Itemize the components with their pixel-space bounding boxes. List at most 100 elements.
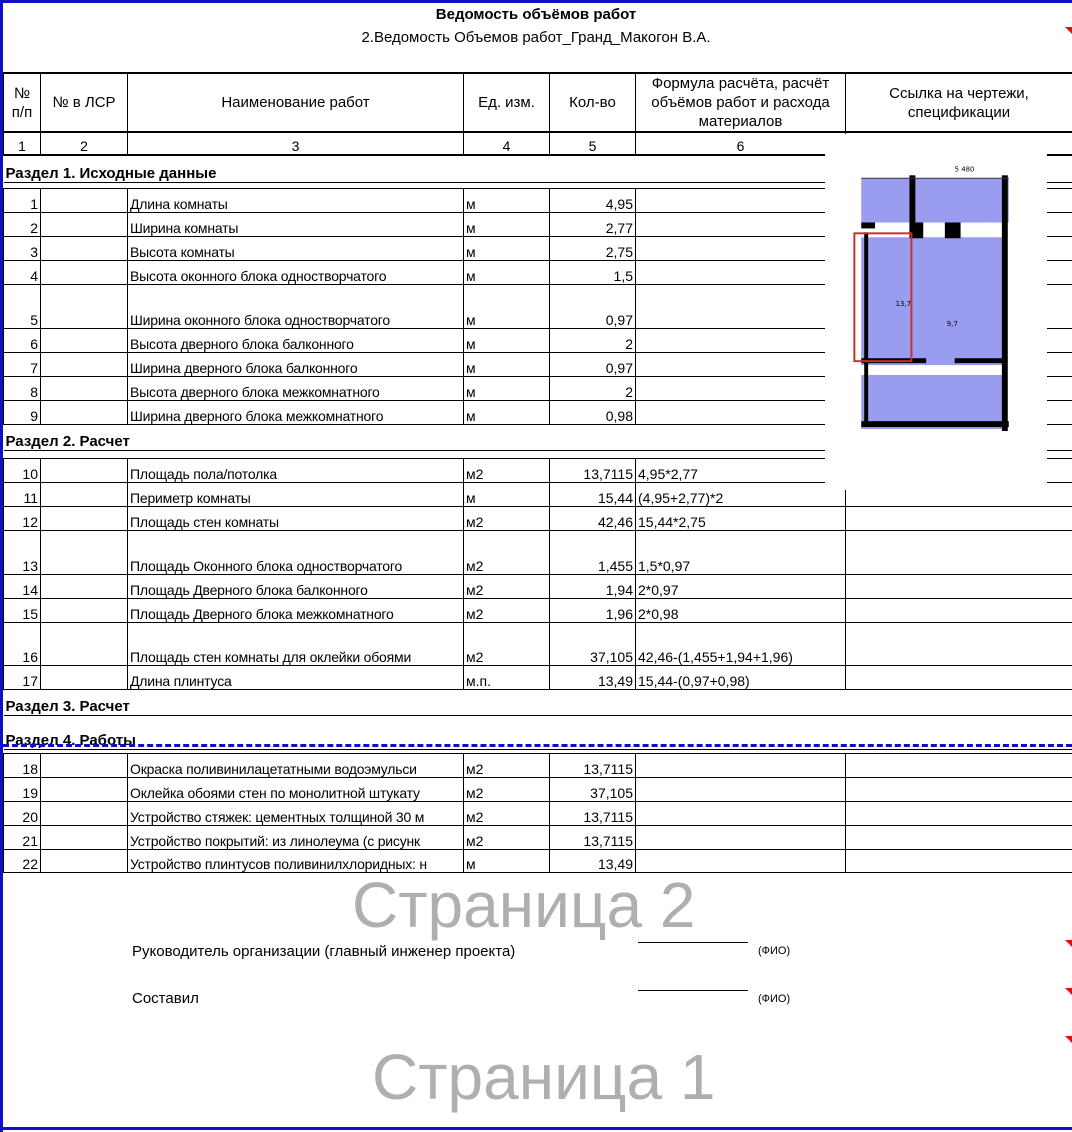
quantity[interactable]: 37,105 — [549, 776, 636, 802]
row-number[interactable]: 21 — [3, 824, 41, 850]
row-number[interactable]: 3 — [3, 235, 41, 261]
section-header[interactable]: Раздел 3. Расчет — [3, 688, 1072, 716]
column-number[interactable]: 2 — [40, 131, 128, 156]
comment-marker[interactable] — [1065, 27, 1072, 34]
formula[interactable] — [635, 235, 846, 261]
lsr-number[interactable] — [40, 351, 128, 377]
unit[interactable]: м2 — [463, 529, 550, 575]
column-header[interactable]: Ед. изм. — [463, 72, 550, 133]
work-name[interactable]: Ширина дверного блока балконного — [127, 351, 464, 377]
comment-marker[interactable] — [1065, 940, 1072, 947]
unit[interactable]: м — [463, 481, 550, 507]
page-break-line[interactable] — [3, 744, 1072, 747]
drawing-reference[interactable] — [845, 664, 1072, 690]
unit[interactable]: м2 — [463, 621, 550, 666]
formula[interactable] — [635, 351, 846, 377]
lsr-number[interactable] — [40, 505, 128, 531]
row-number[interactable]: 15 — [3, 597, 41, 623]
column-header[interactable]: Формула расчёта, расчёт объёмов работ и … — [635, 72, 846, 133]
formula[interactable] — [635, 187, 846, 213]
lsr-number[interactable] — [40, 235, 128, 261]
row-number[interactable]: 22 — [3, 848, 41, 873]
work-name[interactable]: Высота оконного блока одностворчатого — [127, 259, 464, 285]
quantity[interactable]: 1,455 — [549, 529, 636, 575]
drawing-reference[interactable] — [845, 529, 1072, 575]
row-number[interactable]: 7 — [3, 351, 41, 377]
column-header[interactable]: Кол-во — [549, 72, 636, 133]
work-name[interactable]: Площадь Дверного блока межкомнатного — [127, 597, 464, 623]
lsr-number[interactable] — [40, 529, 128, 575]
unit[interactable]: м2 — [463, 800, 550, 826]
work-name[interactable]: Периметр комнаты — [127, 481, 464, 507]
drawing-reference[interactable] — [845, 800, 1072, 826]
lsr-number[interactable] — [40, 211, 128, 237]
quantity[interactable]: 13,49 — [549, 848, 636, 873]
quantity[interactable]: 0,97 — [549, 283, 636, 329]
work-name[interactable]: Высота комнаты — [127, 235, 464, 261]
formula[interactable] — [635, 375, 846, 401]
quantity[interactable]: 13,7115 — [549, 800, 636, 826]
lsr-number[interactable] — [40, 187, 128, 213]
unit[interactable]: м — [463, 283, 550, 329]
row-number[interactable]: 11 — [3, 481, 41, 507]
unit[interactable]: м2 — [463, 752, 550, 778]
quantity[interactable]: 15,44 — [549, 481, 636, 507]
column-number[interactable]: 1 — [3, 131, 41, 156]
row-number[interactable]: 14 — [3, 573, 41, 599]
formula[interactable] — [635, 848, 846, 873]
row-number[interactable]: 16 — [3, 621, 41, 666]
row-number[interactable]: 13 — [3, 529, 41, 575]
unit[interactable]: м — [463, 259, 550, 285]
lsr-number[interactable] — [40, 776, 128, 802]
drawing-reference[interactable] — [845, 505, 1072, 531]
quantity[interactable]: 13,49 — [549, 664, 636, 690]
quantity[interactable]: 42,46 — [549, 505, 636, 531]
lsr-number[interactable] — [40, 481, 128, 507]
floor-plan-image[interactable]: 5 480 13,7 9,7 — [825, 134, 1047, 490]
unit[interactable]: м2 — [463, 597, 550, 623]
column-header[interactable]: № в ЛСР — [40, 72, 128, 133]
column-number[interactable]: 3 — [127, 131, 464, 156]
quantity[interactable]: 2 — [549, 375, 636, 401]
lsr-number[interactable] — [40, 375, 128, 401]
work-name[interactable]: Площадь Оконного блока одностворчатого — [127, 529, 464, 575]
work-name[interactable]: Площадь пола/потолка — [127, 457, 464, 483]
row-number[interactable]: 9 — [3, 399, 41, 425]
work-name[interactable]: Ширина комнаты — [127, 211, 464, 237]
formula[interactable]: 15,44*2,75 — [635, 505, 846, 531]
quantity[interactable]: 4,95 — [549, 187, 636, 213]
unit[interactable]: м — [463, 351, 550, 377]
unit[interactable]: м2 — [463, 457, 550, 483]
quantity[interactable]: 1,5 — [549, 259, 636, 285]
quantity[interactable]: 2,75 — [549, 235, 636, 261]
formula[interactable] — [635, 211, 846, 237]
row-number[interactable]: 5 — [3, 283, 41, 329]
row-number[interactable]: 4 — [3, 259, 41, 285]
formula[interactable]: 2*0,97 — [635, 573, 846, 599]
quantity[interactable]: 0,98 — [549, 399, 636, 425]
row-number[interactable]: 19 — [3, 776, 41, 802]
column-header[interactable]: Наименование работ — [127, 72, 464, 133]
column-number[interactable]: 5 — [549, 131, 636, 156]
formula[interactable] — [635, 824, 846, 850]
unit[interactable]: м — [463, 399, 550, 425]
row-number[interactable]: 8 — [3, 375, 41, 401]
lsr-number[interactable] — [40, 621, 128, 666]
quantity[interactable]: 2,77 — [549, 211, 636, 237]
unit[interactable]: м.п. — [463, 664, 550, 690]
work-name[interactable]: Длина плинтуса — [127, 664, 464, 690]
formula[interactable]: 2*0,98 — [635, 597, 846, 623]
lsr-number[interactable] — [40, 800, 128, 826]
work-name[interactable]: Устройство плинтусов поливинилхлоридных:… — [127, 848, 464, 873]
formula[interactable] — [635, 752, 846, 778]
row-number[interactable]: 10 — [3, 457, 41, 483]
lsr-number[interactable] — [40, 664, 128, 690]
lsr-number[interactable] — [40, 597, 128, 623]
row-number[interactable]: 12 — [3, 505, 41, 531]
work-name[interactable]: Площадь Дверного блока балконного — [127, 573, 464, 599]
work-name[interactable]: Ширина дверного блока межкомнатного — [127, 399, 464, 425]
work-name[interactable]: Площадь стен комнаты для оклейки обоями — [127, 621, 464, 666]
lsr-number[interactable] — [40, 457, 128, 483]
work-name[interactable]: Оклейка обоями стен по монолитной штукат… — [127, 776, 464, 802]
column-number[interactable]: 6 — [635, 131, 846, 156]
